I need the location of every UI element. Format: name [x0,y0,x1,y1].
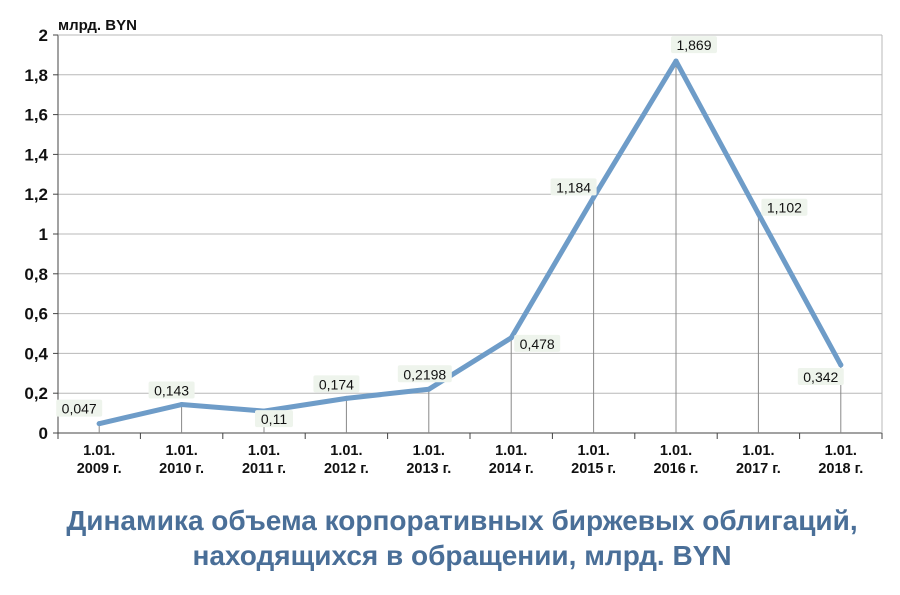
x-tick-label-0-line-2: 2009 г. [77,461,122,477]
x-tick-label-9-line-2: 2018 г. [818,461,863,477]
chart-title-line-1: Динамика объема корпоративных биржевых о… [66,505,857,536]
data-point-1 [179,402,185,408]
y-tick-label-9: 1,8 [24,66,48,85]
data-label-3: 0,174 [319,376,354,392]
y-tick-label-3: 0,6 [24,305,48,324]
y-tick-label-1: 0,2 [24,384,48,403]
data-label-bg-0 [56,399,103,417]
y-tick-label-2: 0,4 [24,344,48,363]
x-tick-label-6-line-2: 2015 г. [571,461,616,477]
data-point-0 [96,421,102,427]
data-label-1: 0,143 [154,383,189,399]
y-tick-label-5: 1 [39,225,48,244]
x-tick-label-0-line-1: 1.01. [83,443,115,459]
data-point-7 [673,58,679,64]
x-tick-label-4-line-2: 2013 г. [406,461,451,477]
series-line [96,58,844,427]
data-point-4 [426,386,432,392]
x-tick-label-8-line-1: 1.01. [742,443,774,459]
x-tick-label-1-line-1: 1.01. [165,443,197,459]
chart-title-line-2: находящихся в обращении, млрд. BYN [192,540,731,571]
data-label-7: 1,869 [676,37,711,53]
y-tick-label-10: 2 [39,26,48,45]
x-tick-label-2-line-1: 1.01. [248,443,280,459]
x-tick-label-5-line-2: 2014 г. [489,461,534,477]
x-tick-label-1-line-2: 2010 г. [159,461,204,477]
x-tick-label-4-line-1: 1.01. [413,443,445,459]
x-tick-label-8-line-2: 2017 г. [736,461,781,477]
data-label-bg-8 [761,198,808,216]
x-tick-label-7-line-1: 1.01. [660,443,692,459]
data-label-9: 0,342 [803,369,838,385]
data-point-6 [591,194,597,200]
data-label-6: 1,184 [556,179,591,195]
data-label-bg-3 [313,375,360,393]
y-tick-label-6: 1,2 [24,185,48,204]
x-tick-label-5-line-1: 1.01. [495,443,527,459]
data-point-9 [838,362,844,368]
data-label-bg-1 [148,381,195,399]
y-tick-label-4: 0,8 [24,265,48,284]
data-label-bg-4 [397,365,452,383]
data-label-bg-6 [550,178,597,196]
x-tick-label-3-line-2: 2012 г. [324,461,369,477]
data-label-bg-9 [797,367,844,385]
data-label-0: 0,047 [62,401,97,417]
data-point-5 [508,335,514,341]
data-label-bg-2 [255,410,293,428]
data-label-bg-7 [671,36,717,54]
data-point-8 [755,211,761,217]
data-point-3 [343,395,349,401]
data-label-4: 0,2198 [403,366,446,382]
y-unit-label: млрд. BYN [58,17,137,34]
x-tick-label-6-line-1: 1.01. [577,443,609,459]
y-tick-label-8: 1,6 [24,106,48,125]
x-tick-label-3-line-1: 1.01. [330,443,362,459]
x-tick-label-9-line-1: 1.01. [825,443,857,459]
x-tick-label-2-line-2: 2011 г. [242,461,286,477]
x-tick-label-7-line-2: 2016 г. [654,461,699,477]
y-tick-label-0: 0 [39,424,48,443]
data-label-bg-5 [514,334,561,352]
y-tick-label-7: 1,4 [24,145,48,164]
data-label-8: 1,102 [767,200,802,216]
data-label-2: 0,11 [261,411,287,427]
data-label-5: 0,478 [520,336,555,352]
